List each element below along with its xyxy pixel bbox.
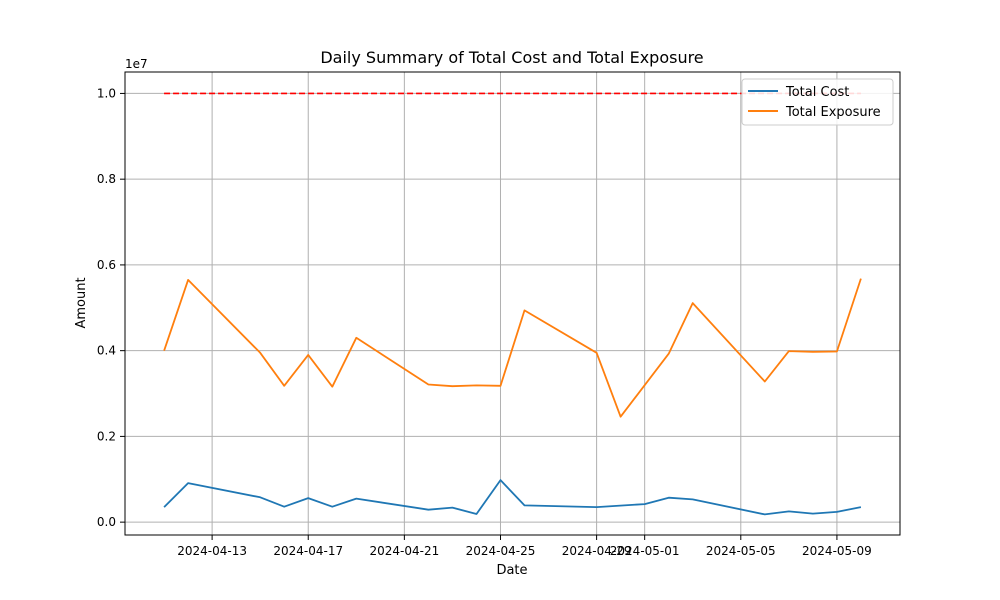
series-line-total-exposure bbox=[163, 278, 862, 418]
x-tick-label: 2024-04-17 bbox=[273, 544, 343, 558]
chart-title: Daily Summary of Total Cost and Total Ex… bbox=[320, 48, 703, 67]
x-tick-label: 2024-05-05 bbox=[706, 544, 776, 558]
y-tick-label: 0.8 bbox=[97, 172, 116, 186]
y-tick-label: 0.6 bbox=[97, 258, 116, 272]
y-tick-label: 0.4 bbox=[97, 344, 116, 358]
axes-frame bbox=[124, 71, 901, 536]
legend-label-total-cost: Total Cost bbox=[785, 85, 849, 100]
x-tick-label: 2024-04-25 bbox=[466, 544, 536, 558]
y-axis-ticks: 0.0 0.2 0.4 0.6 0.8 1.0 bbox=[97, 86, 125, 529]
y-tick-label: 0.2 bbox=[97, 429, 116, 443]
series-line-total-cost bbox=[163, 479, 862, 516]
x-tick-label: 2024-04-21 bbox=[369, 544, 439, 558]
x-tick-label: 2024-05-01 bbox=[610, 544, 680, 558]
y-axis-label: Amount bbox=[74, 277, 89, 328]
x-tick-label: 2024-04-29 bbox=[562, 544, 632, 558]
y-scale-label: 1e7 bbox=[125, 57, 148, 71]
y-tick-label: 0.0 bbox=[97, 515, 116, 529]
y-tick-label: 1.0 bbox=[97, 86, 116, 100]
legend-label-total-exposure: Total Exposure bbox=[785, 105, 881, 120]
x-axis-label: Date bbox=[496, 563, 527, 578]
x-tick-label: 2024-05-09 bbox=[802, 544, 872, 558]
x-axis-ticks: 2024-04-13 2024-04-17 2024-04-21 2024-04-25… bbox=[177, 535, 872, 558]
x-tick-label: 2024-04-13 bbox=[177, 544, 247, 558]
legend-box bbox=[741, 78, 894, 126]
legend: Total Cost Total Exposure bbox=[741, 78, 894, 126]
